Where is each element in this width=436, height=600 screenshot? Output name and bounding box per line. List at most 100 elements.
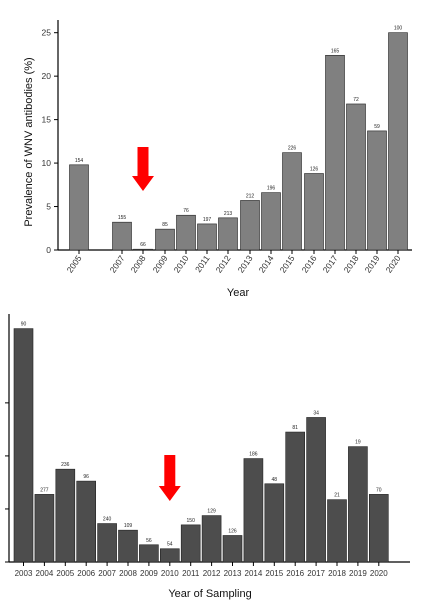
bar-value-label: 72 xyxy=(353,97,359,103)
bar-value-label: 90 xyxy=(21,322,27,328)
x-tick-label: 2010 xyxy=(161,569,179,578)
bar-value-label: 196 xyxy=(267,186,276,192)
x-tick-label: 2011 xyxy=(182,569,200,578)
bar-value-label: 186 xyxy=(249,452,258,458)
bar-value-label: 59 xyxy=(374,124,380,130)
x-tick-label: 2018 xyxy=(342,253,361,274)
bar-2005 xyxy=(69,164,89,251)
bar-2010 xyxy=(176,214,196,251)
bar-value-label: 56 xyxy=(146,538,152,544)
chart-wnv-prevalence: 0 5 10 15 20 25 154 2005 155 2007 66 2008 85 2009 76 20… xyxy=(23,20,412,299)
x-axis-title: Year xyxy=(227,287,250,299)
x-tick-label: 2005 xyxy=(56,569,74,578)
y-tick-label: 0 xyxy=(46,245,51,255)
bar-value-label: 34 xyxy=(313,410,319,416)
x-tick-label: 2015 xyxy=(278,253,297,274)
bar-value-label: 54 xyxy=(167,542,173,548)
x-axis-title: Year of Sampling xyxy=(168,588,251,600)
x-tick-label: 2007 xyxy=(108,253,127,274)
bar-2011 xyxy=(197,223,217,251)
x-tick-label: 2011 xyxy=(193,253,212,274)
x-tick-label: 2013 xyxy=(236,253,255,274)
x-tick-label: 2014 xyxy=(245,569,263,578)
x-tick-label: 2019 xyxy=(363,253,382,274)
bar-2005 xyxy=(55,468,76,563)
red-arrow-annotation xyxy=(158,455,181,501)
x-tick-label: 2016 xyxy=(300,253,319,274)
bar-2015 xyxy=(282,152,302,251)
x-tick-label: 2015 xyxy=(265,569,283,578)
y-tick-label: 25 xyxy=(42,28,52,38)
bar-value-label: 154 xyxy=(75,158,84,164)
x-tick-label: 2009 xyxy=(140,569,158,578)
x-tick-label: 2010 xyxy=(172,253,191,274)
bar-value-label: 240 xyxy=(103,517,112,523)
x-tick-label: 2017 xyxy=(307,569,325,578)
bar-value-label: 48 xyxy=(272,477,278,483)
bar-2007 xyxy=(112,221,132,251)
bar-value-label: 100 xyxy=(394,26,403,32)
bar-2020 xyxy=(368,494,389,563)
bar-value-label: 155 xyxy=(118,215,127,221)
y-axis-title: Prevalence of WNV antibodies (%) xyxy=(23,57,35,226)
bar-2014 xyxy=(243,458,264,563)
bar-2008 xyxy=(133,248,153,251)
y-tick-label: 15 xyxy=(42,115,52,125)
chart-sampling-years: 90 2003 277 2004 236 2005 96 2006 240 2007 109 2008… xyxy=(5,314,410,600)
bar-2011 xyxy=(180,524,201,563)
bar-2016 xyxy=(285,431,306,563)
bar-2013 xyxy=(222,535,243,563)
x-tick-label: 2020 xyxy=(370,569,388,578)
bar-value-label: 197 xyxy=(203,217,212,223)
y-tick-label: 20 xyxy=(42,71,52,81)
bar-2013 xyxy=(240,200,260,251)
x-tick-label: 2019 xyxy=(349,569,367,578)
bar-2014 xyxy=(261,192,281,251)
bar-value-label: 85 xyxy=(162,222,168,228)
bar-value-label: 96 xyxy=(83,474,89,480)
bar-value-label: 109 xyxy=(124,523,133,529)
y-tick-label: 5 xyxy=(46,202,51,212)
bar-2018 xyxy=(346,103,366,251)
bar-value-label: 165 xyxy=(331,48,340,54)
bar-2019 xyxy=(348,446,368,563)
x-tick-label: 2018 xyxy=(328,569,346,578)
bar-value-label: 150 xyxy=(187,518,196,524)
x-tick-label: 2006 xyxy=(77,569,95,578)
x-tick-label: 2009 xyxy=(151,253,170,274)
bar-2017 xyxy=(306,417,326,563)
bar-2018 xyxy=(327,499,347,563)
x-tick-label: 2020 xyxy=(384,253,403,274)
x-tick-label: 2013 xyxy=(224,569,242,578)
y-tick-label: 10 xyxy=(42,158,52,168)
bar-value-label: 76 xyxy=(183,208,189,214)
bar-2012 xyxy=(218,217,238,251)
bar-2016 xyxy=(304,173,324,251)
bar-2003 xyxy=(13,328,34,563)
bar-2006 xyxy=(76,480,96,563)
bar-2009 xyxy=(155,228,175,251)
red-arrow-annotation xyxy=(132,147,154,191)
bar-value-label: 213 xyxy=(224,211,233,217)
bar-value-label: 70 xyxy=(376,487,382,493)
bar-2020 xyxy=(388,32,408,251)
x-tick-label: 2012 xyxy=(214,253,233,274)
x-tick-label: 2014 xyxy=(257,253,276,274)
bar-2010 xyxy=(160,548,180,563)
bar-2015 xyxy=(264,483,285,563)
bar-value-label: 66 xyxy=(140,242,146,248)
bar-2017 xyxy=(325,54,345,251)
bar-2008 xyxy=(118,529,138,563)
x-tick-label: 2007 xyxy=(98,569,116,578)
bar-value-label: 81 xyxy=(292,425,298,431)
x-tick-label: 2005 xyxy=(65,253,84,274)
bar-value-label: 236 xyxy=(61,462,70,468)
x-tick-label: 2017 xyxy=(321,253,340,274)
bar-value-label: 129 xyxy=(207,509,216,515)
x-tick-label: 2004 xyxy=(36,569,54,578)
bar-value-label: 21 xyxy=(334,493,340,499)
x-tick-label: 2016 xyxy=(286,569,304,578)
x-tick-label: 2003 xyxy=(15,569,33,578)
x-tick-label: 2008 xyxy=(129,253,148,274)
